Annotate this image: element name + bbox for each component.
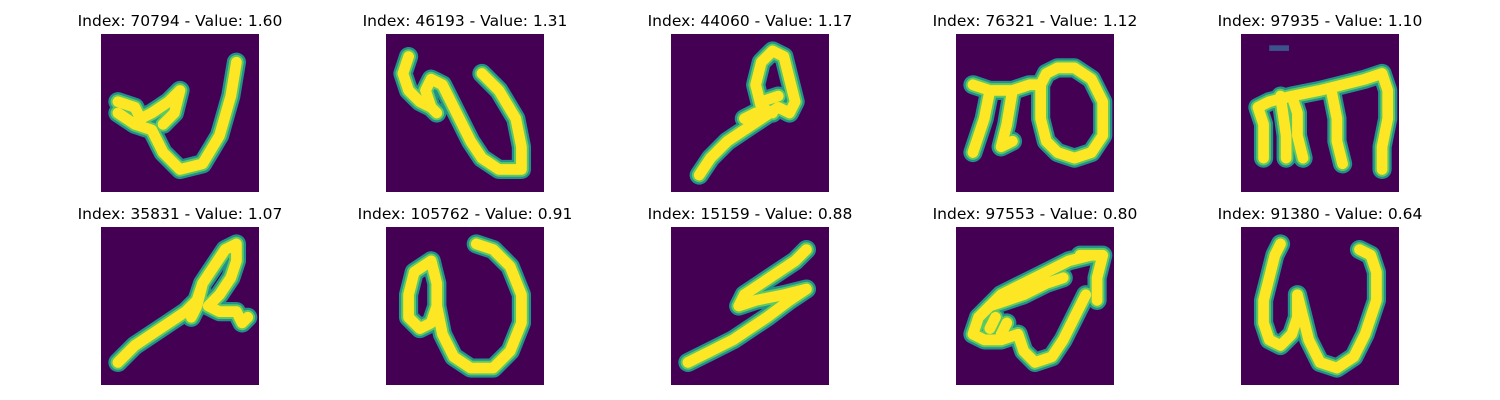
glyph-image bbox=[1241, 227, 1399, 385]
glyph-svg bbox=[671, 34, 829, 192]
stray-mark bbox=[1269, 45, 1289, 51]
glyph-strokes bbox=[689, 41, 805, 185]
glyph-svg bbox=[386, 34, 544, 192]
glyph-strokes bbox=[1253, 234, 1387, 378]
glyph-svg bbox=[1241, 227, 1399, 385]
glyph-strokes bbox=[1248, 63, 1398, 180]
panel-title: Index: 76321 - Value: 1.12 bbox=[932, 12, 1138, 30]
panel-title: Index: 70794 - Value: 1.60 bbox=[77, 12, 283, 30]
glyph-strokes bbox=[678, 239, 817, 373]
glyph-stroke bbox=[112, 56, 242, 175]
glyph-svg bbox=[386, 227, 544, 385]
glyph-stroke bbox=[112, 238, 254, 368]
panel-title: Index: 105762 - Value: 0.91 bbox=[357, 205, 573, 223]
panel-title: Index: 91380 - Value: 0.64 bbox=[1217, 205, 1423, 223]
glyph-strokes bbox=[108, 52, 247, 180]
glyph-stroke bbox=[1258, 238, 1382, 374]
glyph-image bbox=[956, 34, 1114, 192]
glyph-image bbox=[956, 227, 1114, 385]
glyph-svg bbox=[671, 227, 829, 385]
glyph-stroke bbox=[693, 45, 801, 181]
glyph-stroke bbox=[403, 238, 527, 374]
glyph-svg bbox=[101, 227, 259, 385]
glyph-image bbox=[386, 34, 544, 192]
glyph-image bbox=[1241, 34, 1399, 192]
glyph-strokes bbox=[398, 234, 532, 378]
panel-title: Index: 97935 - Value: 1.10 bbox=[1217, 12, 1423, 30]
glyph-strokes bbox=[108, 234, 258, 373]
glyph-stroke bbox=[967, 249, 1109, 368]
glyph-svg bbox=[1241, 34, 1399, 192]
glyph-strokes bbox=[393, 46, 532, 180]
glyph-strokes bbox=[963, 58, 1113, 168]
glyph-stroke bbox=[682, 244, 812, 368]
panel-title: Index: 46193 - Value: 1.31 bbox=[362, 12, 568, 30]
glyph-svg bbox=[956, 34, 1114, 192]
glyph-stroke bbox=[967, 62, 1109, 164]
panel-title: Index: 44060 - Value: 1.17 bbox=[647, 12, 853, 30]
glyph-stroke bbox=[1252, 68, 1394, 175]
glyph-image bbox=[101, 227, 259, 385]
glyph-image bbox=[671, 34, 829, 192]
glyph-stroke bbox=[397, 51, 527, 175]
glyph-svg bbox=[956, 227, 1114, 385]
glyph-image bbox=[386, 227, 544, 385]
panel-title: Index: 15159 - Value: 0.88 bbox=[647, 205, 853, 223]
glyph-image bbox=[101, 34, 259, 192]
glyph-image bbox=[671, 227, 829, 385]
panel-title: Index: 97553 - Value: 0.80 bbox=[932, 205, 1138, 223]
panel-title: Index: 35831 - Value: 1.07 bbox=[77, 205, 283, 223]
glyph-strokes bbox=[963, 245, 1113, 373]
glyph-svg bbox=[101, 34, 259, 192]
